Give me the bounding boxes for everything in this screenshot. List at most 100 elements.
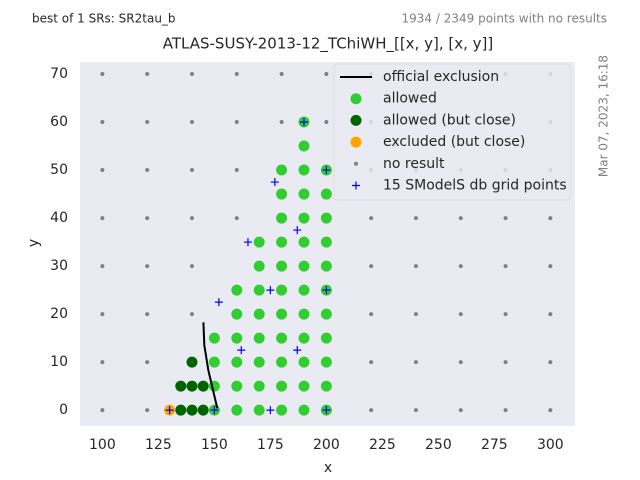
- x-tick-label: 250: [425, 437, 452, 453]
- point: [298, 236, 310, 248]
- point: [197, 380, 209, 392]
- no-result-point: [503, 312, 508, 317]
- no-result-point: [503, 408, 508, 413]
- x-tick-label: 150: [201, 437, 228, 453]
- no-result-point: [145, 360, 150, 365]
- no-result-point: [413, 360, 418, 365]
- legend-label: 15 SModelS db grid points: [383, 178, 567, 194]
- y-tick-label: 50: [50, 162, 68, 178]
- point: [253, 236, 265, 248]
- y-tick-label: 20: [50, 306, 68, 322]
- point: [186, 356, 198, 368]
- point: [298, 308, 310, 320]
- point: [320, 380, 332, 392]
- point: [276, 404, 288, 416]
- no-result-point: [234, 168, 239, 173]
- point: [350, 114, 362, 126]
- no-result-point: [279, 72, 284, 77]
- point: [276, 212, 288, 224]
- point: [276, 236, 288, 248]
- x-tick-label: 125: [145, 437, 172, 453]
- no-result-point: [145, 264, 150, 269]
- no-result-point: [369, 264, 374, 269]
- legend-label: allowed: [383, 91, 437, 107]
- no-result-point: [548, 408, 553, 413]
- point: [276, 164, 288, 176]
- point: [298, 140, 310, 152]
- no-result-point: [189, 216, 194, 221]
- point: [253, 356, 265, 368]
- no-result-point: [369, 360, 374, 365]
- point: [186, 380, 198, 392]
- grid-point: [210, 406, 219, 415]
- no-result-point: [145, 408, 150, 413]
- point: [298, 404, 310, 416]
- point: [276, 332, 288, 344]
- no-result-point: [100, 264, 105, 269]
- no-result-point: [100, 120, 105, 125]
- no-result-point: [145, 168, 150, 173]
- no-result-point: [324, 72, 329, 77]
- point: [320, 356, 332, 368]
- grid-point: [237, 346, 246, 355]
- no-result-point: [145, 72, 150, 77]
- point: [231, 284, 243, 296]
- point: [320, 332, 332, 344]
- point: [186, 404, 198, 416]
- grid-point: [322, 166, 331, 175]
- point: [253, 308, 265, 320]
- point: [197, 404, 209, 416]
- point: [253, 284, 265, 296]
- point: [320, 188, 332, 200]
- timestamp: Mar 07, 2023, 16:18: [597, 55, 611, 177]
- no-result-point: [458, 408, 463, 413]
- no-result-point: [369, 216, 374, 221]
- grid-point: [293, 226, 302, 235]
- no-result-point: [548, 312, 553, 317]
- no-result-point: [503, 216, 508, 221]
- x-tick-label: 200: [313, 437, 340, 453]
- y-axis-label: y: [26, 239, 42, 247]
- x-tick-label: 300: [537, 437, 564, 453]
- grid-point: [270, 178, 279, 187]
- grid-point: [322, 406, 331, 415]
- point: [253, 380, 265, 392]
- point: [320, 308, 332, 320]
- no-result-point: [548, 216, 553, 221]
- no-result-point: [100, 72, 105, 77]
- legend-label: official exclusion: [383, 69, 499, 85]
- subtitle-left: best of 1 SRs: SR2tau_b: [32, 12, 176, 26]
- no-result-point: [234, 216, 239, 221]
- point: [276, 284, 288, 296]
- no-result-point: [354, 161, 358, 166]
- grid-point: [322, 286, 331, 295]
- exclusion-line: [202, 322, 219, 409]
- grid-point: [299, 118, 308, 127]
- no-result-point: [145, 120, 150, 125]
- no-result-point: [234, 120, 239, 125]
- point: [208, 356, 220, 368]
- y-tick-label: 10: [50, 354, 68, 370]
- point: [298, 284, 310, 296]
- point: [298, 164, 310, 176]
- no-result-point: [413, 408, 418, 413]
- point: [175, 380, 187, 392]
- subtitle-right: 1934 / 2349 points with no results: [402, 12, 607, 26]
- no-result-point: [189, 264, 194, 269]
- legend-label: allowed (but close): [383, 112, 516, 128]
- no-result-point: [100, 168, 105, 173]
- y-tick-label: 60: [50, 114, 68, 130]
- legend-label: no result: [383, 156, 445, 172]
- point: [298, 212, 310, 224]
- grid-point: [214, 298, 223, 307]
- no-result-point: [100, 216, 105, 221]
- point: [298, 260, 310, 272]
- no-result-point: [548, 360, 553, 365]
- point: [231, 404, 243, 416]
- point: [276, 380, 288, 392]
- point: [320, 212, 332, 224]
- no-result-point: [145, 216, 150, 221]
- x-axis-label: x: [324, 460, 332, 476]
- no-result-point: [413, 312, 418, 317]
